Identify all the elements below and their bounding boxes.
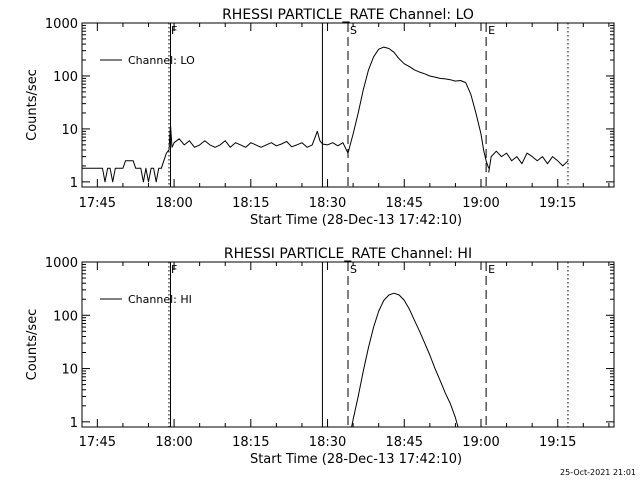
y-tick-label: 10 [61, 363, 78, 378]
x-axis-label: Start Time (28-Dec-13 17:42:10) [250, 213, 462, 228]
x-tick-label: 17:45 [79, 196, 116, 211]
x-tick-label: 19:00 [462, 435, 499, 450]
y-axis-label: Counts/sec [25, 309, 40, 381]
x-tick-label: 18:00 [155, 435, 192, 450]
marker-label: S [350, 263, 357, 276]
footer-timestamp: 25-Oct-2021 21:01 [560, 468, 636, 477]
chart-title: RHESSI PARTICLE_RATE Channel: LO [222, 7, 474, 23]
x-tick-label: 19:15 [539, 435, 576, 450]
x-tick-label: 18:45 [386, 435, 423, 450]
x-axis-label: Start Time (28-Dec-13 17:42:10) [250, 452, 462, 467]
x-tick-label: 18:45 [386, 196, 423, 211]
series-line [488, 150, 569, 173]
plot-frame [81, 22, 615, 188]
series-line [82, 46, 490, 183]
series-line [351, 292, 459, 428]
y-tick-label: 10 [61, 123, 78, 138]
chart-title: RHESSI PARTICLE_RATE Channel: HI [224, 246, 472, 262]
marker-label: E [488, 24, 495, 37]
x-tick-label: 17:45 [79, 435, 116, 450]
x-tick-label: 18:30 [309, 435, 346, 450]
x-tick-label: 18:00 [155, 196, 192, 211]
x-tick-label: 18:15 [232, 435, 269, 450]
legend-label: Channel: LO [128, 54, 195, 67]
marker-label: E [488, 263, 495, 276]
x-tick-label: 19:15 [539, 196, 576, 211]
y-tick-label: 1 [70, 416, 78, 431]
y-tick-label: 1 [70, 176, 78, 191]
lo-channel-panel: RHESSI PARTICLE_RATE Channel: LO 1 10 100 10… [25, 7, 615, 228]
y-axis-label: Counts/sec [25, 69, 40, 141]
legend-label: Channel: HI [128, 293, 192, 306]
marker-label: S [350, 24, 357, 37]
x-tick-label: 18:30 [309, 196, 346, 211]
y-tick-label: 100 [53, 309, 78, 324]
x-tick-label: 18:15 [232, 196, 269, 211]
y-tick-label: 1000 [45, 256, 78, 271]
y-tick-label: 100 [53, 70, 78, 85]
marker-label: F [171, 263, 177, 276]
y-tick-label: 1000 [45, 17, 78, 32]
marker-label: F [171, 24, 177, 37]
x-tick-label: 19:00 [462, 196, 499, 211]
hi-channel-panel: RHESSI PARTICLE_RATE Channel: HI 1 10 100 10… [25, 246, 615, 467]
